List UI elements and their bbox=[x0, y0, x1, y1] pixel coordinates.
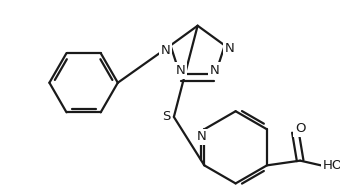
Text: HO: HO bbox=[322, 159, 340, 172]
Text: N: N bbox=[197, 130, 206, 143]
Text: N: N bbox=[209, 64, 219, 77]
Text: N: N bbox=[161, 44, 171, 57]
Text: N: N bbox=[176, 64, 186, 77]
Text: O: O bbox=[295, 122, 305, 135]
Text: S: S bbox=[162, 110, 170, 124]
Text: N: N bbox=[225, 42, 234, 55]
